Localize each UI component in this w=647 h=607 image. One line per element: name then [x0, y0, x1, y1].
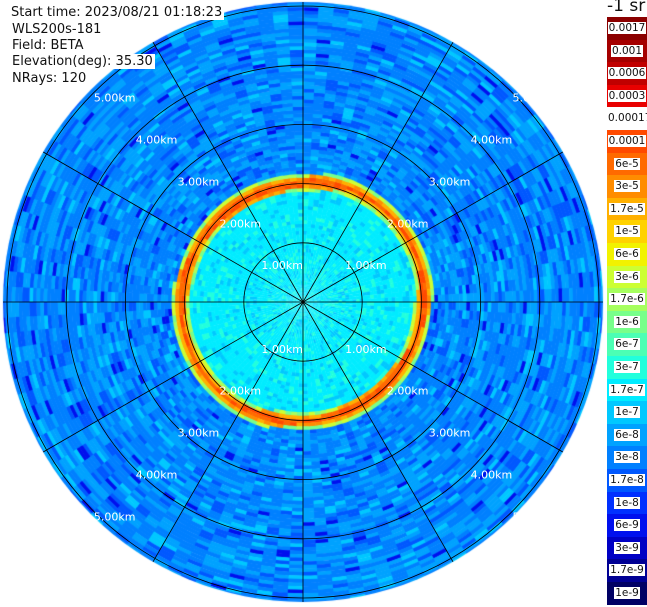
colorbar-tick-label: 1.7e-6 [607, 293, 647, 306]
azimuth-spoke [152, 41, 304, 303]
colorbar-tick-text: 0.0017 [607, 22, 647, 34]
colorbar-tick-label: 0.00017 [607, 112, 647, 125]
colorbar-tick-label: 1.7e-5 [607, 202, 647, 216]
colorbar-tick-label: 1e-7 [607, 406, 647, 419]
colorbar-tick-text: 1e-5 [614, 225, 640, 238]
colorbar-tick-text: 1.7e-8 [609, 474, 645, 486]
range-ring [65, 64, 541, 540]
colorbar-tick-text: 1.7e-6 [609, 293, 645, 306]
azimuth-spoke [302, 301, 564, 453]
colorbar-tick-text: 6e-9 [614, 519, 640, 532]
colorbar-tick-label: 6e-5 [607, 157, 647, 171]
range-ring-label: 5.00km [513, 92, 555, 105]
range-ring-overlay: 1.00km 1.00km 1.00km 1.00km 2.00km 2.00km 2.00… [3, 2, 603, 602]
colorbar-tick-label: 1e-8 [607, 496, 647, 510]
nrays-label: NRays: 120 [10, 71, 89, 86]
range-ring-label: 5.00km [94, 510, 136, 523]
colorbar-tick-label: 3e-8 [607, 451, 647, 464]
range-ring-label: 2.00km [387, 217, 429, 230]
colorbar-tick-text: 0.0003 [607, 89, 647, 102]
start-time-label: Start time: 2023/08/21 01:18:23 [9, 5, 225, 20]
colorbar-tick-label: 0.001 [607, 44, 647, 58]
colorbar-tick-label: 0.0017 [607, 22, 647, 35]
range-ring-label: 4.00km [136, 468, 178, 481]
range-ring-label: 4.00km [471, 468, 513, 481]
colorbar-tick-label: 1.7e-7 [607, 383, 647, 397]
colorbar-tick-label: 0.0006 [607, 67, 647, 80]
azimuth-spoke [152, 301, 304, 563]
colorbar-tick-label: 3e-6 [607, 270, 647, 284]
range-ring-label: 1.00km [261, 343, 303, 356]
colorbar-tick-label: 1.7e-8 [607, 474, 647, 487]
colorbar-tick-label: 6e-6 [607, 248, 647, 261]
colorbar-tick-label: 3e-5 [607, 180, 647, 193]
colorbar-tick-text: 1e-9 [614, 587, 640, 599]
range-ring [184, 183, 422, 421]
colorbar-tick-text: 0.00017 [607, 112, 647, 125]
colorbar-tick-label: 1e-5 [607, 225, 647, 238]
range-ring-label: 2.00km [387, 385, 429, 398]
field-label: Field: BETA [10, 38, 86, 53]
colorbar-tick-label: 1e-6 [607, 315, 647, 329]
colorbar-tick-label: 3e-7 [607, 361, 647, 374]
colorbar-tick-label: 1e-9 [607, 587, 647, 600]
colorbar-tick-text: 1.7e-5 [609, 202, 645, 215]
colorbar-tick-text: 1e-8 [614, 496, 640, 509]
range-ring-label: 3.00km [178, 427, 220, 440]
colorbar-tick-label: 0.0001 [607, 135, 647, 148]
colorbar-tick-text: 3e-5 [614, 180, 640, 193]
colorbar-tick-text: 3e-8 [614, 451, 640, 464]
colorbar: 0.0017 0.001 0.0006 0.0003 0.00017 0.0001 6e-5… [607, 17, 647, 607]
colorbar-tick-label: 6e-9 [607, 519, 647, 532]
range-ring-label: 1.00km [345, 343, 387, 356]
colorbar-tick-text: 3e-7 [614, 361, 640, 373]
colorbar-tick-text: 6e-6 [614, 248, 640, 260]
colorbar-tick-label: 1.7e-9 [607, 564, 647, 577]
colorbar-unit: -1 sr [607, 0, 646, 16]
elevation-label: Elevation(deg): 35.30 [10, 54, 155, 69]
colorbar-tick-text: 3e-9 [614, 541, 640, 554]
colorbar-tick-text: 0.0006 [607, 67, 647, 80]
range-ring-label: 3.00km [429, 175, 471, 188]
range-ring-label: 1.00km [345, 259, 387, 272]
colorbar-tick-text: 1e-6 [614, 315, 640, 328]
colorbar-tick-text: 3e-6 [614, 270, 640, 283]
colorbar-tick-label: 0.0003 [607, 89, 647, 103]
range-ring-label: 4.00km [136, 134, 178, 147]
range-ring-label: 4.00km [471, 134, 513, 147]
colorbar-tick-text: 1.7e-7 [609, 383, 645, 396]
colorbar-tick-text: 6e-5 [614, 157, 640, 170]
azimuth-spoke [42, 151, 304, 303]
range-ring-label: 3.00km [178, 175, 220, 188]
colorbar-tick-text: 6e-7 [614, 338, 640, 351]
colorbar-tick-text: 0.001 [610, 44, 644, 57]
range-ring-label: 5.00km [513, 510, 555, 523]
range-ring [6, 5, 600, 599]
colorbar-tick-text: 6e-8 [614, 428, 640, 441]
range-ring-label: 5.00km [94, 92, 136, 105]
colorbar-tick-text: 1.7e-9 [609, 564, 645, 577]
range-ring-label: 1.00km [261, 259, 303, 272]
azimuth-spoke [302, 301, 454, 563]
instrument-label: WLS200s-181 [10, 22, 104, 37]
range-ring-label: 2.00km [219, 385, 261, 398]
range-ring-label: 3.00km [429, 427, 471, 440]
azimuth-spoke [302, 41, 454, 303]
range-ring-label: 2.00km [219, 217, 261, 230]
azimuth-spoke [42, 301, 304, 453]
colorbar-tick-label: 3e-9 [607, 541, 647, 555]
range-ring [243, 242, 363, 362]
range-ring [124, 123, 482, 481]
colorbar-tick-text: 1e-7 [614, 406, 640, 419]
colorbar-tick-label: 6e-7 [607, 338, 647, 351]
colorbar-tick-label: 6e-8 [607, 428, 647, 442]
azimuth-spoke [302, 151, 564, 303]
colorbar-tick-text: 0.0001 [607, 135, 647, 147]
